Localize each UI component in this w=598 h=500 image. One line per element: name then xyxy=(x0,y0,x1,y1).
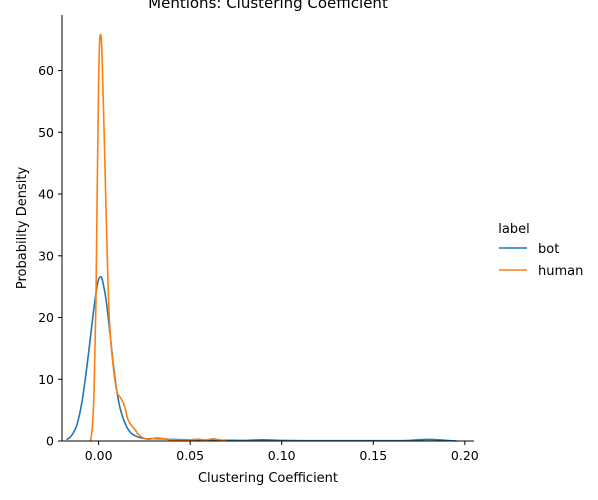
x-tick-label: 0.00 xyxy=(85,448,113,463)
legend-title: label xyxy=(498,222,529,237)
chart-title: Mentions: Clustering Coefficient xyxy=(148,0,388,12)
series-line-human xyxy=(89,33,227,442)
x-tick-label: 0.15 xyxy=(359,448,387,463)
y-tick-label: 0 xyxy=(46,434,54,449)
y-tick-label: 60 xyxy=(38,63,54,78)
plot-area: 0.00 0.05 0.10 0.15 0.20 0 10 20 30 40 50 60 xyxy=(38,15,479,463)
series-line-bot xyxy=(66,275,457,442)
legend-label-bot: bot xyxy=(538,242,559,257)
y-tick-label: 30 xyxy=(38,248,54,263)
x-tick-label: 0.10 xyxy=(268,448,296,463)
y-tick-label: 10 xyxy=(38,372,54,387)
y-tick-label: 40 xyxy=(38,187,54,202)
series-group xyxy=(66,33,457,442)
x-tick-label: 0.05 xyxy=(176,448,204,463)
legend: label bot human xyxy=(498,222,583,279)
y-tick-label: 50 xyxy=(38,125,54,140)
x-axis-label: Clustering Coefficient xyxy=(198,471,338,486)
y-ticks: 0 10 20 30 40 50 60 xyxy=(38,63,62,449)
y-tick-label: 20 xyxy=(38,310,54,325)
x-tick-label: 0.20 xyxy=(451,448,479,463)
y-axis-label: Probability Density xyxy=(15,167,30,290)
x-ticks: 0.00 0.05 0.10 0.15 0.20 xyxy=(85,441,479,463)
legend-label-human: human xyxy=(538,264,583,279)
